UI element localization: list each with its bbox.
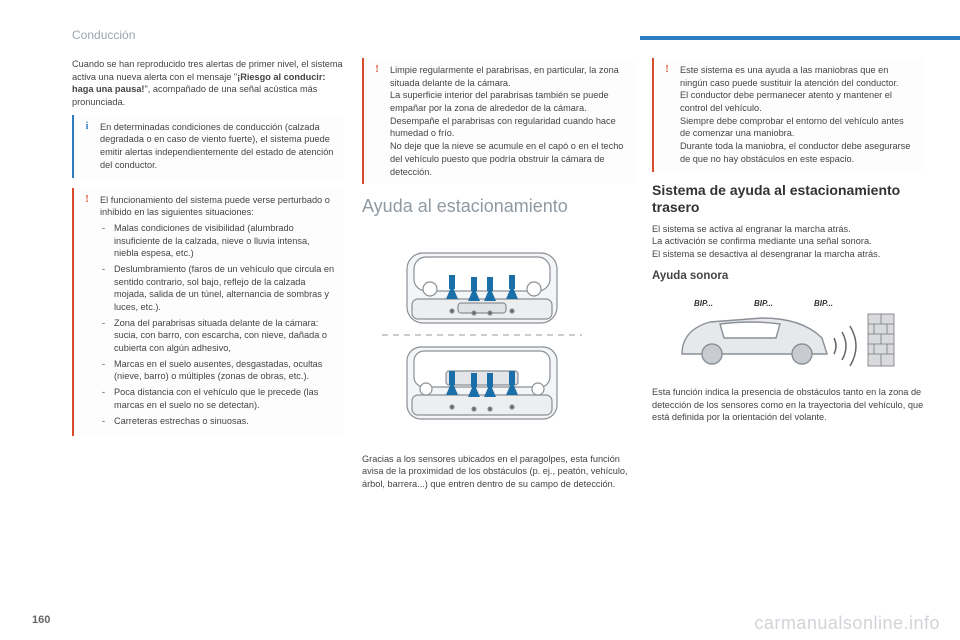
info-note-text: En determinadas condiciones de conducció… [100,121,336,172]
page: Conducción Cuando se han reproducido tre… [0,0,960,640]
section-heading-parking-assist: Ayuda al estacionamiento [362,194,634,219]
warning-note-driver-attention: ! Este sistema es una ayuda a las maniob… [652,58,924,172]
list-item: Malas condiciones de visibilidad (alumbr… [100,222,336,260]
warning-list: Malas condiciones de visibilidad (alumbr… [100,222,336,427]
warning-icon: ! [370,63,384,77]
bip-label: BIP... [694,299,713,308]
content-columns: Cuando se han reproducido tres alertas d… [72,58,924,497]
warning-note-windshield: ! Limpie regularmente el parabrisas, en … [362,58,634,184]
parking-assist-caption: Gracias a los sensores ubicados en el pa… [362,453,634,491]
list-item: Zona del parabrisas situada delante de l… [100,317,336,355]
list-item: Deslumbramiento (faros de un vehículo qu… [100,263,336,314]
info-note: i En determinadas condiciones de conducc… [72,115,344,178]
watermark: carmanualsonline.info [754,613,940,634]
rear-parking-text: El sistema se activa al engranar la marc… [652,223,924,261]
warning-note-limitations: ! El funcionamiento del sistema puede ve… [72,188,344,437]
warning-intro: El funcionamiento del sistema puede vers… [100,194,336,219]
list-item: Carreteras estrechas o sinuosas. [100,415,336,428]
audio-assist-diagram: BIP... BIP... BIP... [652,294,902,374]
list-item: Marcas en el suelo ausentes, desgastadas… [100,358,336,383]
info-icon: i [80,120,94,134]
audio-assist-caption: Esta función indica la presencia de obst… [652,386,924,424]
section-heading-rear-parking: Sistema de ayuda al estacionamiento tras… [652,182,924,217]
bip-label: BIP... [814,299,833,308]
page-number: 160 [32,614,50,626]
parking-sensor-diagram [362,231,602,441]
column-3: ! Este sistema es una ayuda a las maniob… [652,58,924,497]
warning-windshield-text: Limpie regularmente el parabrisas, en pa… [390,64,626,178]
list-item: Poca distancia con el vehículo que le pr… [100,386,336,411]
warning-icon: ! [80,193,94,207]
column-1: Cuando se han reproducido tres alertas d… [72,58,344,497]
header-accent-bar [640,36,960,40]
column-2: ! Limpie regularmente el parabrisas, en … [362,58,634,497]
intro-paragraph: Cuando se han reproducido tres alertas d… [72,58,344,109]
subsection-heading-audio-assist: Ayuda sonora [652,269,924,285]
bip-label: BIP... [754,299,773,308]
warning-attention-text: Este sistema es una ayuda a las maniobra… [680,64,916,166]
warning-icon: ! [660,63,674,77]
